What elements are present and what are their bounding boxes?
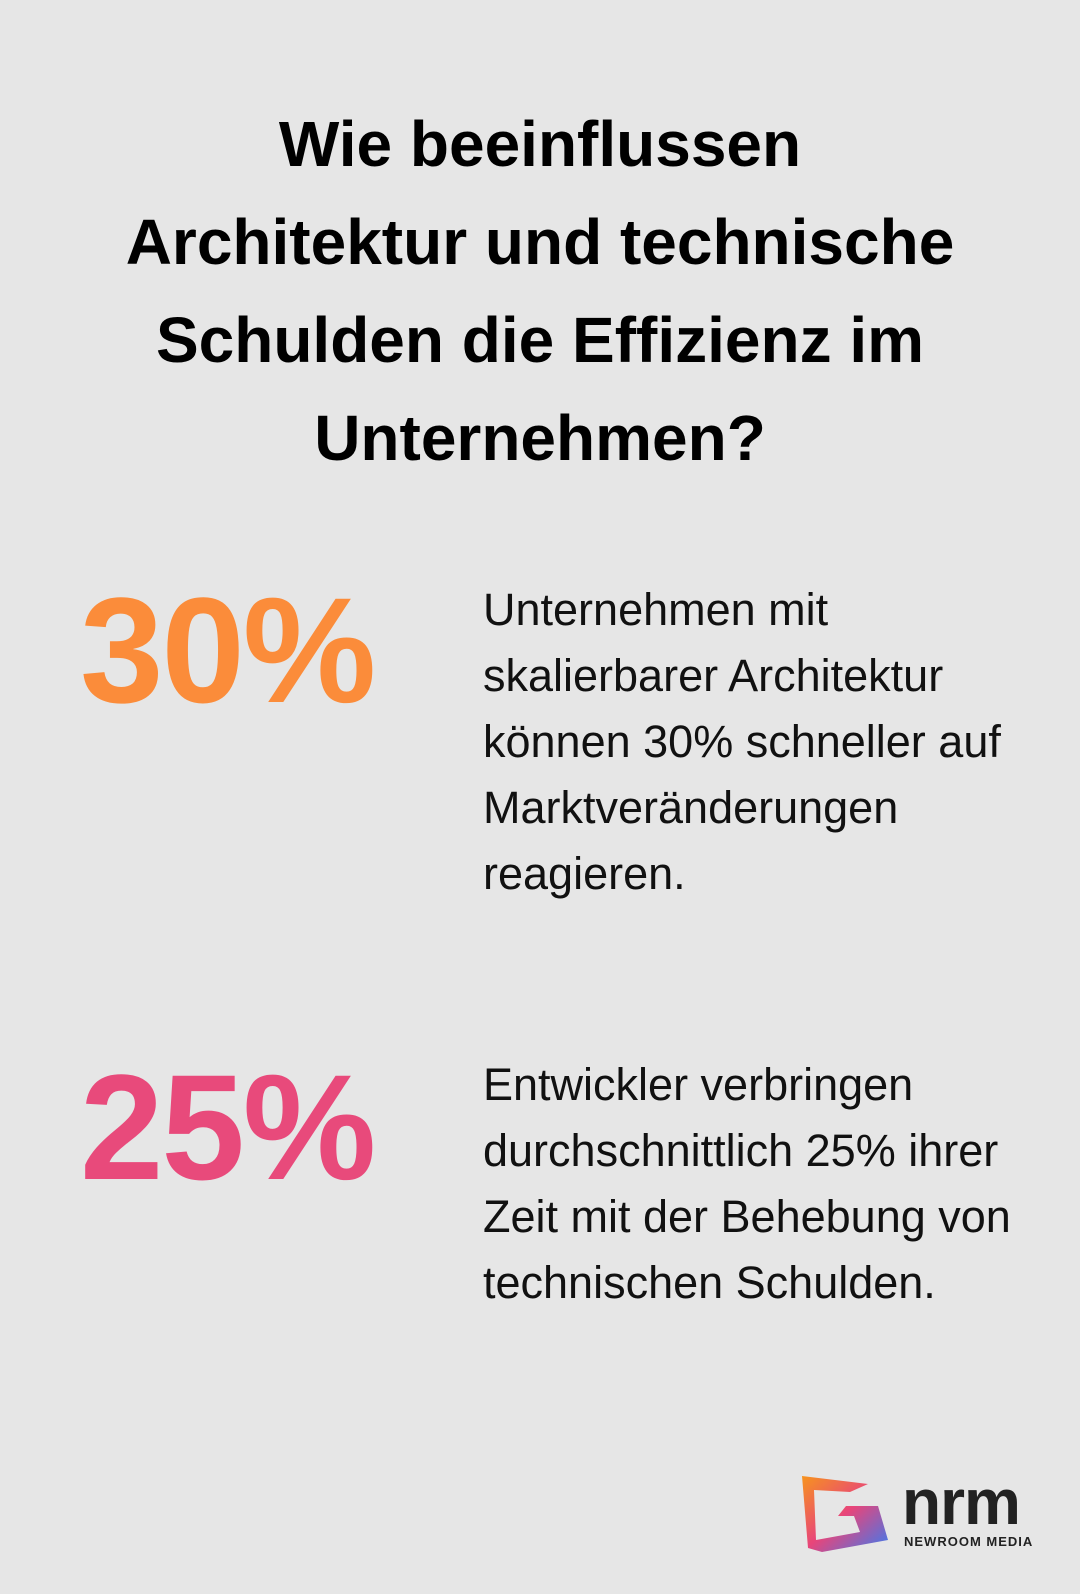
title-line: Unternehmen? [314, 402, 766, 474]
logo-name: nrm [902, 1466, 1021, 1538]
title-line: Wie beeinflussen [278, 108, 802, 180]
title-line: Architektur und technische [125, 206, 955, 278]
stat-value: 30% [80, 566, 376, 734]
logo-mark [802, 1476, 888, 1552]
logo: nrm NEWROOM MEDIA [798, 1470, 1048, 1560]
stat-value: 25% [80, 1043, 376, 1211]
title-line: Schulden die Effizienz im [155, 304, 925, 376]
stat-text: Unternehmen mit skalierbarer Architektur… [483, 584, 1001, 899]
title: Wie beeinflussen Architektur und technis… [0, 95, 1080, 487]
logo-subtitle: NEWROOM MEDIA [904, 1534, 1034, 1549]
stat-text: Entwickler verbringen durchschnittlich 2… [483, 1059, 1011, 1308]
